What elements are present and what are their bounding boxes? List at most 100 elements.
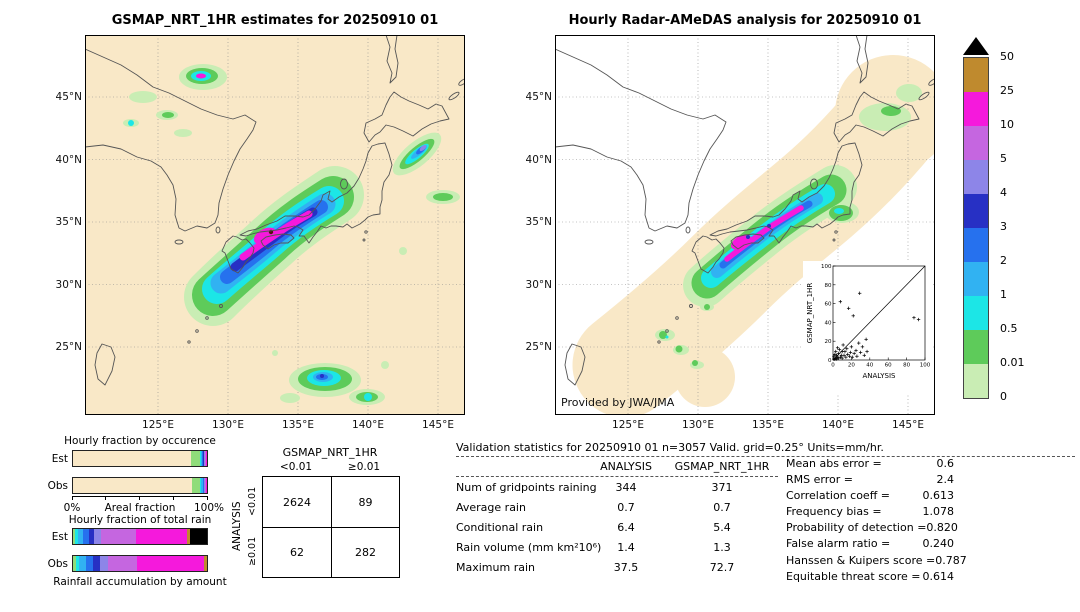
contingency-row-label-0: <0.01 [247,486,258,516]
row-gsmap-value: 72.7 [709,560,735,574]
row-label: Maximum rain [456,560,535,574]
colorbar-cells [963,57,989,399]
right-lon-tick-140: 140°E [822,419,854,431]
score-label: Frequency bias = [786,505,882,519]
score-value: 0.787 [935,553,967,567]
left-lon-tick-130: 130°E [212,419,244,431]
right-map-title: Hourly Radar-AMeDAS analysis for 2025091… [568,13,922,28]
validation-row-4: Maximum rain 37.5 72.7 [456,557,1076,577]
contingency-col-group-label: GSMAP_NRT_1HR [282,446,378,459]
credit-text: Provided by JWA/JMA [561,396,675,409]
occurrence-chart-title: Hourly fraction by occurence [64,435,216,447]
contingency-cell-00: 2624 [283,495,311,509]
tot-bar-1 [72,555,208,572]
occ-bar-0 [72,450,208,467]
svg-text:100: 100 [821,264,832,270]
totalrain-caption: Rainfall accumulation by amount [53,576,227,588]
score-value: 0.820 [926,521,958,535]
svg-text:40: 40 [866,363,873,369]
right-lon-tick-130: 130°E [682,419,714,431]
row-label: Average rain [456,500,526,514]
left-lat-tick-35: 35°N [55,216,82,228]
contingency-row-label-1: ≥0.01 [247,536,258,566]
svg-text:0: 0 [831,363,835,369]
right-lat-tick-35: 35°N [525,216,552,228]
right-lat-tick-45: 45°N [525,91,552,103]
occurrence-axis-label: Areal fraction [104,502,176,514]
occurrence-axis-max: 100% [194,502,225,514]
contingency-cell-01: 89 [331,477,399,527]
row-gsmap-value: 371 [711,480,733,494]
left-map-title: GSMAP_NRT_1HR estimates for 20250910 01 [111,13,439,28]
row-gsmap-value: 1.3 [713,540,731,554]
left-lat-tick-40: 40°N [55,154,82,166]
row-analysis-value: 0.7 [617,500,635,514]
left-lat-tick-45: 45°N [55,91,82,103]
row-analysis-value: 37.5 [613,560,639,574]
scatter-axes: 00 20 20 40 40 60 60 80 80 100 100 [821,264,931,369]
score-value: 0.240 [922,537,955,551]
contingency-table: 2624 89 62 282 [262,476,400,578]
right-map [554,34,951,418]
score-pod: Probability of detection = 0.820 [786,521,958,537]
right-lat-tick-25: 25°N [525,341,552,353]
scatter-inset-plot: 00 20 20 40 40 60 60 80 80 100 100 ANALYSIS GSMAP_… [806,264,931,380]
score-hanssen-kuipers: Hanssen & Kuipers score = 0.787 [786,553,967,570]
row-label: Num of gridpoints raining [456,480,597,494]
contingency-row-group-label: ANALYSIS [231,501,243,551]
contingency-cell-11: 282 [331,527,399,577]
left-lat-tick-25: 25°N [55,341,82,353]
score-rms-error: RMS error = 2.4 [786,473,954,489]
occurrence-axis [72,496,208,501]
row-label: Conditional rain [456,520,544,534]
occurrence-obs-label: Obs [47,480,68,492]
score-label: RMS error = [786,473,853,487]
validation-row-3: Rain volume (mm km²10⁶) 1.4 1.3 [456,537,1076,557]
svg-text:100: 100 [920,363,931,369]
row-analysis-value: 1.4 [617,540,635,554]
occurrence-axis-min: 0% [63,502,81,514]
left-lon-tick-135: 135°E [282,419,314,431]
row-gsmap-value: 0.7 [713,500,731,514]
left-lon-tick-125: 125°E [142,419,174,431]
right-lon-tick-145: 145°E [892,419,924,431]
svg-text:60: 60 [825,302,832,308]
right-lon-tick-125: 125°E [612,419,644,431]
totalrain-est-label: Est [51,531,68,543]
svg-text:80: 80 [903,363,910,369]
score-label: Equitable threat score = [786,569,921,583]
score-value: 1.078 [922,505,955,519]
left-lon-tick-140: 140°E [352,419,384,431]
validation-stats: Validation statistics for 20250910 01 n=… [456,441,1076,577]
score-value: 2.4 [936,473,955,487]
svg-text:40: 40 [825,320,832,326]
row-gsmap-value: 5.4 [713,520,731,534]
score-label: Mean abs error = [786,457,882,470]
svg-text:20: 20 [848,363,855,369]
svg-text:0: 0 [828,358,832,364]
score-label: Probability of detection = [786,521,927,535]
score-label: Hanssen & Kuipers score = [786,553,936,567]
score-mean-abs-error: Mean abs error = 0.6 [786,457,954,473]
colorbar [963,37,989,399]
right-lat-tick-40: 40°N [525,154,552,166]
contingency-col-label-1: ≥0.01 [347,461,381,473]
left-lon-tick-145: 145°E [422,419,454,431]
right-precip-band [683,165,857,307]
scatter-points [832,291,921,361]
validation-row-1: Average rain 0.7 0.7 [456,497,1076,517]
left-map [84,34,469,416]
occ-bar-1 [72,477,208,494]
validation-col-analysis: ANALYSIS [600,460,652,473]
validation-col-gsmap: GSMAP_NRT_1HR [674,460,770,473]
score-correlation: Correlation coeff = 0.613 [786,489,954,505]
totalrain-obs-label: Obs [47,558,68,570]
score-list: Mean abs error = 0.6 RMS error = 2.4 Corre… [786,457,967,586]
scatter-xlabel: ANALYSIS [862,372,896,380]
row-analysis-value: 344 [615,480,637,494]
right-map-frame [555,35,935,415]
tot-bar-0 [72,528,208,545]
row-analysis-value: 6.4 [617,520,635,534]
row-label: Rain volume (mm km²10⁶) [456,540,602,554]
